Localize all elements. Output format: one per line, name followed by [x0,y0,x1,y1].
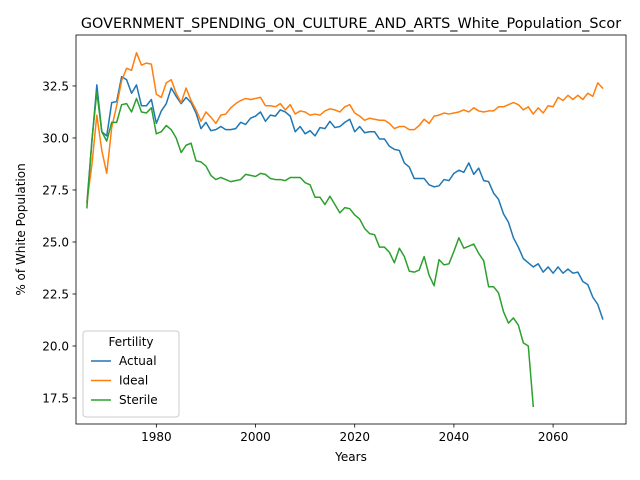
y-tick-label: 17.5 [42,391,69,405]
x-tick-label: 2040 [439,430,470,444]
series-line-sterile [86,91,535,408]
y-axis: 17.5 20.0 22.5 25.0 27.5 30.0 32.5 [42,79,76,405]
legend: Fertility Actual Ideal Sterile [82,330,180,418]
x-tick-label: 2020 [339,430,370,444]
series-line-ideal [86,51,604,204]
x-tick-label: 1980 [141,430,172,444]
plot-frame [75,34,627,425]
chart-title: GOVERNMENT_SPENDING_ON_CULTURE_AND_ARTS_… [81,16,621,32]
y-tick-label: 25.0 [42,235,69,249]
y-tick-label: 27.5 [42,183,69,197]
legend-box [82,330,180,418]
x-tick-label: 2000 [240,430,271,444]
y-tick-label: 30.0 [42,131,69,145]
x-axis-label: Years [334,450,367,464]
x-axis: 1980 2000 2020 2040 2060 [141,424,568,444]
series-line-actual [86,75,604,320]
legend-label-ideal: Ideal [119,374,148,388]
plot-lines [86,51,604,408]
legend-label-sterile: Sterile [119,393,158,407]
y-axis-label: % of White Population [14,163,28,295]
legend-label-actual: Actual [119,354,157,368]
y-tick-label: 22.5 [42,287,69,301]
y-tick-label: 20.0 [42,339,69,353]
y-tick-label: 32.5 [42,79,69,93]
x-tick-label: 2060 [538,430,569,444]
legend-title: Fertility [108,335,153,349]
